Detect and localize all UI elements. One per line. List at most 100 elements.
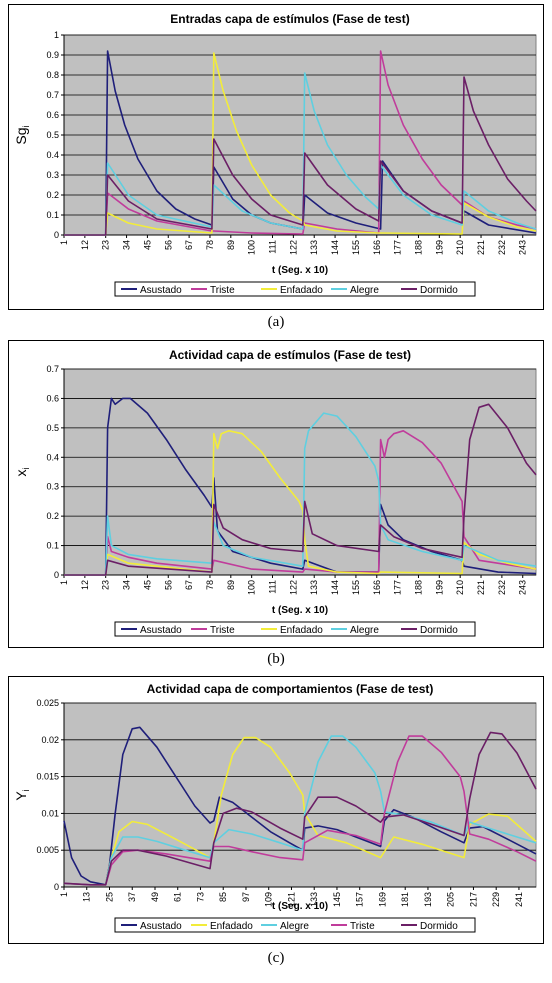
x-tick-label: 155 (351, 580, 361, 595)
chart-title: Actividad capa de estímulos (Fase de tes… (169, 348, 411, 362)
y-tick-label: 0.4 (46, 452, 59, 462)
legend-label: Triste (210, 625, 235, 636)
x-tick-label: 1 (59, 240, 69, 245)
y-tick-label: 0.9 (46, 50, 59, 60)
legend-label: Dormido (420, 625, 458, 636)
x-tick-label: 122 (288, 580, 298, 595)
chart-b: Actividad capa de estímulos (Fase de tes… (13, 348, 537, 637)
x-tick-label: 109 (264, 892, 274, 907)
y-axis-label: xi (13, 468, 31, 477)
y-tick-label: 0.4 (46, 150, 59, 160)
x-tick-label: 1 (59, 892, 69, 897)
x-tick-label: 188 (413, 240, 423, 255)
x-tick-label: 232 (497, 240, 507, 255)
x-tick-label: 34 (122, 580, 132, 590)
y-tick-label: 0.2 (46, 511, 59, 521)
series-line-enfadado (64, 430, 537, 576)
plot-area (63, 702, 537, 888)
legend-label: Triste (210, 285, 235, 296)
chart-panel-c: Actividad capa de comportamientos (Fase … (8, 676, 544, 944)
legend-label: Alegre (350, 625, 379, 636)
legend-label: Enfadado (280, 285, 323, 296)
x-tick-label: 23 (101, 580, 111, 590)
legend-label: Dormido (420, 921, 458, 932)
x-tick-label: 193 (423, 892, 433, 907)
x-tick-label: 133 (309, 892, 319, 907)
x-tick-label: 210 (455, 580, 465, 595)
legend-label: Asustado (140, 625, 182, 636)
legend-label: Alegre (350, 285, 379, 296)
x-tick-label: 221 (476, 580, 486, 595)
y-tick-label: 0.5 (46, 130, 59, 140)
y-tick-label: 0.7 (46, 90, 59, 100)
x-tick-label: 111 (268, 240, 278, 254)
x-tick-label: 169 (377, 892, 387, 907)
x-tick-label: 100 (247, 580, 257, 595)
x-tick-label: 157 (355, 892, 365, 907)
chart-panel-b: Actividad capa de estímulos (Fase de tes… (8, 340, 544, 648)
x-tick-label: 56 (163, 580, 173, 590)
y-tick-label: 0.5 (46, 423, 59, 433)
y-tick-label: 0.3 (46, 482, 59, 492)
x-tick-label: 229 (491, 892, 501, 907)
series-line-dormido (64, 76, 537, 236)
x-axis-label: t (Seg. x 10) (272, 901, 328, 912)
x-tick-label: 1 (59, 580, 69, 585)
x-tick-label: 78 (205, 580, 215, 590)
chart-a: Entradas capa de estímulos (Fase de test… (13, 12, 537, 297)
y-tick-label: 0.7 (46, 364, 59, 374)
x-tick-label: 145 (332, 892, 342, 907)
x-axis-label: t (Seg. x 10) (272, 605, 328, 616)
x-tick-label: 45 (142, 580, 152, 590)
y-tick-label: 0.1 (46, 210, 59, 220)
x-tick-label: 122 (288, 240, 298, 255)
series-line-asustado (64, 397, 537, 576)
series-line-enfadado (63, 736, 537, 886)
x-tick-label: 166 (372, 240, 382, 255)
x-tick-label: 25 (104, 892, 114, 902)
x-tick-label: 97 (241, 892, 251, 902)
x-tick-label: 177 (393, 580, 403, 595)
y-tick-label: 0.3 (46, 170, 59, 180)
caption-b: (b) (267, 651, 285, 667)
x-tick-label: 232 (497, 580, 507, 595)
legend-box (114, 281, 476, 297)
y-axis-label: Sgi (13, 125, 31, 144)
x-tick-label: 181 (400, 892, 410, 907)
y-tick-label: 0.8 (46, 70, 59, 80)
y-tick-label: 1 (54, 30, 59, 40)
y-tick-label: 0.025 (36, 698, 59, 708)
legend-label: Enfadado (210, 921, 253, 932)
y-tick-label: 0.02 (41, 735, 59, 745)
x-tick-label: 23 (101, 240, 111, 250)
x-tick-label: 144 (330, 240, 340, 255)
y-tick-label: 0 (54, 570, 59, 580)
legend-label: Triste (350, 921, 375, 932)
x-tick-label: 34 (122, 240, 132, 250)
x-tick-label: 241 (514, 892, 524, 907)
legend-label: Asustado (140, 921, 182, 932)
x-tick-label: 67 (184, 580, 194, 590)
x-tick-label: 12 (80, 240, 90, 250)
x-tick-label: 89 (226, 240, 236, 250)
series-line-dormido (63, 731, 537, 886)
caption-c: (c) (267, 950, 285, 966)
chart-title: Entradas capa de estímulos (Fase de test… (170, 12, 409, 26)
y-tick-label: 0.2 (46, 190, 59, 200)
series-line-dormido (64, 403, 537, 576)
x-tick-label: 177 (393, 240, 403, 255)
x-tick-label: 144 (330, 580, 340, 595)
x-tick-label: 73 (195, 892, 205, 902)
y-tick-label: 0.6 (46, 110, 59, 120)
x-tick-label: 121 (286, 892, 296, 907)
x-tick-label: 188 (413, 580, 423, 595)
chart-panel-a: Entradas capa de estímulos (Fase de test… (8, 4, 544, 310)
x-tick-label: 89 (226, 580, 236, 590)
x-tick-label: 78 (205, 240, 215, 250)
x-tick-label: 166 (372, 580, 382, 595)
legend-label: Asustado (140, 285, 182, 296)
x-tick-label: 37 (127, 892, 137, 902)
x-tick-label: 67 (184, 240, 194, 250)
legend-label: Dormido (420, 285, 458, 296)
chart-c: Actividad capa de comportamientos (Fase … (13, 682, 537, 933)
